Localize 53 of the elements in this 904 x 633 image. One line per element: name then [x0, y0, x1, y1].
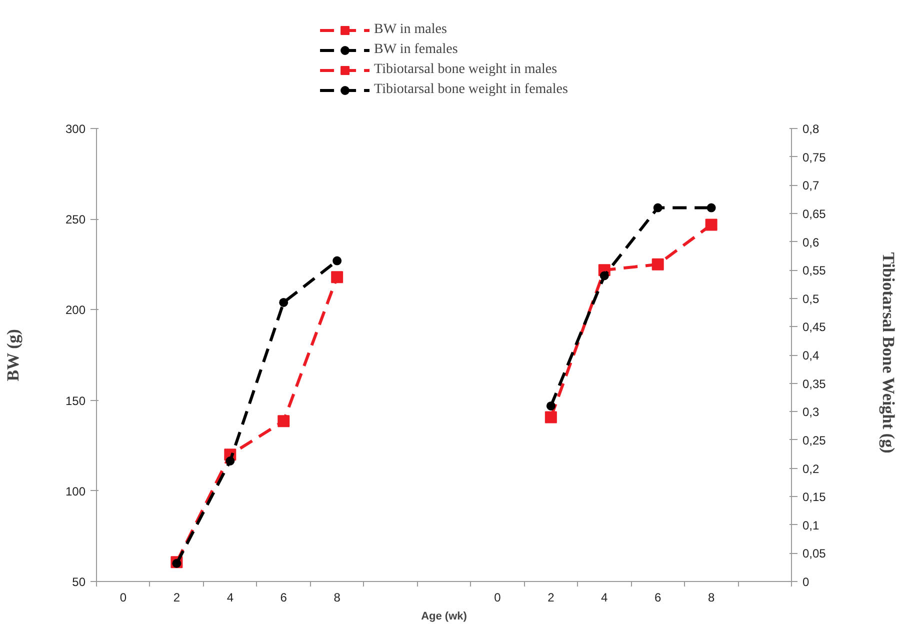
x-axis-title: Age (wk)	[421, 610, 468, 622]
point	[706, 203, 716, 212]
x-tick-label: 2	[173, 590, 180, 604]
x-tick-label: 6	[280, 590, 288, 604]
point	[544, 411, 557, 424]
y2-tick-label: 0,8	[802, 122, 820, 136]
y-tick-label: 50	[72, 575, 86, 589]
point	[279, 298, 288, 307]
point	[331, 271, 344, 284]
x-tick-label: 8	[708, 590, 715, 604]
x-tick-label: 6	[654, 590, 662, 604]
y2-tick-label: 0,2	[802, 462, 820, 476]
y2-axis-title: Tibiotarsal Bone Weight (g)	[878, 252, 898, 454]
y-tick-label: 200	[65, 303, 86, 318]
point	[705, 218, 718, 231]
y2-tick-label: 0,45	[802, 320, 826, 334]
point	[546, 401, 556, 410]
x-tick-label: 4	[226, 590, 234, 604]
y-tick-label: 300	[65, 122, 86, 136]
legend-label: BW in males	[374, 21, 447, 39]
point	[652, 258, 664, 270]
x-tick-label: 0	[120, 590, 127, 604]
y2-tick-label: 0,05	[802, 546, 826, 561]
y2-tick-label: 0,75	[802, 150, 826, 164]
y-tick-label: 100	[65, 484, 86, 498]
y2-tick-label: 0,6	[802, 235, 820, 250]
legend-label: Tibiotarsal bone weight in females	[374, 81, 568, 99]
point	[332, 256, 342, 266]
y2-tick-label: 0,4	[802, 348, 820, 362]
y-axis-title: BW (g)	[3, 329, 22, 382]
y2-tick-label: 0,1	[802, 518, 820, 532]
point	[600, 271, 609, 280]
y2-tick-label: 0	[802, 575, 810, 589]
y2-tick-label: 0,15	[802, 490, 826, 504]
legend-label: Tibiotarsal bone weight in males	[374, 61, 558, 79]
point	[172, 558, 182, 568]
y2-tick-label: 0,5	[802, 292, 820, 306]
y2-tick-label: 0,55	[802, 264, 826, 278]
x-tick-label: 0	[494, 590, 502, 604]
y2-tick-label: 0,7	[802, 178, 820, 193]
y2-tick-label: 0,25	[802, 433, 826, 448]
y2-tick-label: 0,65	[802, 206, 826, 221]
y-tick-label: 150	[65, 394, 86, 408]
point	[226, 456, 235, 466]
x-tick-label: 4	[601, 590, 608, 604]
y2-tick-label: 0,3	[802, 405, 820, 420]
x-tick-label: 8	[334, 590, 341, 604]
legend-label: BW in females	[374, 41, 458, 59]
y-tick-label: 250	[65, 212, 86, 227]
x-tick-label: 2	[548, 590, 555, 604]
point	[653, 203, 662, 212]
y2-tick-label: 0,35	[802, 376, 826, 391]
point	[278, 415, 290, 428]
